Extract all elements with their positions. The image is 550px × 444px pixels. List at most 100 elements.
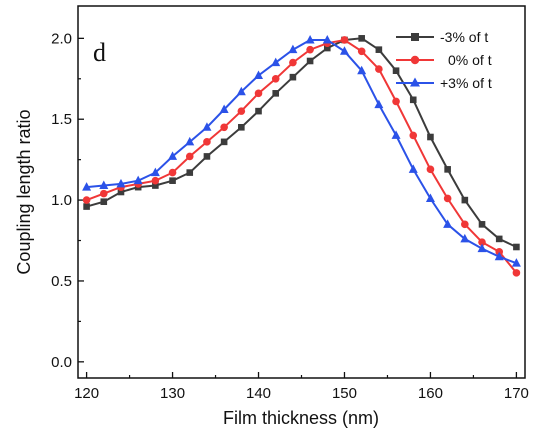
data-point-triangle [460,233,470,243]
y-tick-label: 1.0 [51,192,72,209]
data-point-circle [409,131,418,140]
data-point-circle [220,123,228,132]
data-point-circle [185,152,194,161]
data-point-square [83,203,90,210]
series-line [86,37,517,248]
data-point-square [255,107,262,115]
data-point-circle [203,138,211,146]
x-tick-label: 140 [246,385,271,402]
panel-label: d [93,38,106,67]
data-point-triangle [288,44,298,54]
data-point-square [203,153,211,160]
data-point-triangle [133,175,143,185]
data-point-triangle [202,122,212,131]
data-point-square [444,166,451,173]
data-point-triangle [511,258,521,267]
data-point-triangle [185,136,195,146]
data-point-circle [306,45,314,54]
data-point-square [169,177,176,184]
data-point-square [289,73,297,81]
data-point-triangle [82,182,92,191]
y-tick-label: 2.0 [51,30,72,47]
data-point-square [478,221,486,228]
data-point-circle [375,65,383,73]
x-tick-label: 120 [74,385,99,402]
y-tick-label: 1.5 [51,111,72,128]
data-point-circle [512,269,521,277]
data-point-circle [289,58,297,67]
data-point-circle [443,194,452,203]
series-plus3 [82,34,521,267]
data-point-square [323,44,331,52]
legend-marker-circle [410,55,420,65]
data-point-square [409,96,417,104]
data-point-triangle [357,65,367,75]
data-point-square [117,188,125,196]
data-point-circle [254,89,263,98]
series-line [86,39,517,265]
data-point-square [220,138,228,146]
data-point-circle [461,220,469,229]
data-point-square [513,243,520,251]
legend-label: -3% of t [440,29,488,45]
data-point-triangle [391,130,401,139]
data-point-circle [271,74,280,83]
data-point-triangle [168,151,178,160]
data-point-circle [99,189,108,198]
data-point-circle [151,176,160,185]
data-point-triangle [271,57,281,67]
x-tick-label: 160 [418,385,443,402]
data-point-triangle [477,243,487,253]
data-point-triangle [322,34,332,44]
data-point-triangle [443,219,453,228]
data-point-triangle [236,86,246,96]
data-point-triangle [374,99,384,109]
data-point-circle [426,165,435,174]
x-tick-label: 150 [332,385,357,402]
y-tick-label: 0.5 [51,273,72,290]
data-point-triangle [219,104,229,114]
series-layer [82,34,521,277]
data-point-circle [237,107,246,115]
x-tick-label: 130 [160,385,185,402]
x-tick-label: 170 [504,385,529,402]
data-point-circle [82,196,91,204]
axis-ticks: 120 130 140 150 160 170 0.0 0.5 1.0 1.5 2.0 [51,30,529,402]
data-point-square [186,169,194,176]
legend-marker-square [411,33,419,41]
data-point-triangle [99,180,109,190]
data-point-triangle [254,70,264,80]
legend-item-plus3: +3% of t [396,75,492,91]
data-point-triangle [339,46,349,55]
legend-item-zero: 0% of t [396,52,492,68]
legend-label: 0% of t [448,52,492,68]
legend-item-minus3: -3% of t [396,29,488,45]
data-point-square [375,46,383,53]
data-point-circle [357,47,366,56]
data-point-square [100,198,108,206]
data-point-triangle [408,164,418,173]
legend-marker-triangle [410,77,420,87]
data-point-square [152,182,159,189]
y-axis-title: Coupling length ratio [14,109,34,274]
data-point-triangle [305,34,315,44]
x-axis-title: Film thickness (nm) [223,408,379,428]
series-zero [82,36,521,277]
data-point-circle [340,36,349,44]
legend: -3% of t 0% of t +3% of t [396,29,492,91]
data-point-square [272,90,280,97]
data-point-triangle [425,193,435,202]
data-point-square [495,235,503,243]
data-point-circle [168,168,177,177]
data-point-square [427,133,434,141]
data-point-triangle [116,178,126,188]
data-point-circle [478,238,486,246]
data-point-circle [392,97,400,106]
legend-label: +3% of t [440,75,492,91]
data-point-triangle [150,167,160,177]
data-point-square [306,57,314,65]
data-point-square [461,196,469,204]
data-point-square [392,67,400,74]
data-point-square [358,35,365,42]
